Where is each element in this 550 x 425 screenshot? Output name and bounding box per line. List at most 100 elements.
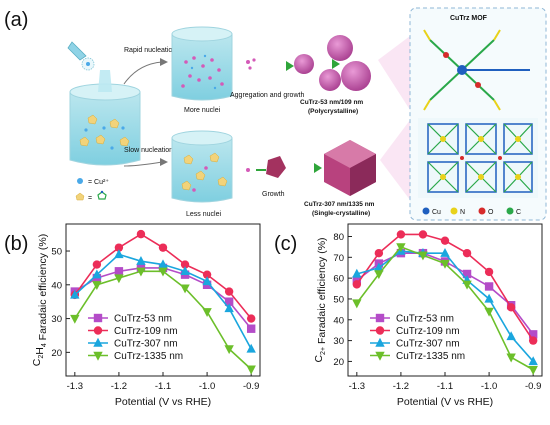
- route-fast-arrowhead: [160, 58, 168, 66]
- product-slow-label: CuTrz-307 nm/1335 nm: [304, 201, 375, 208]
- data-point: [528, 336, 538, 345]
- data-point: [506, 303, 516, 312]
- route-slow-line: [123, 161, 163, 167]
- x-axis-label: Potential (V vs RHE): [397, 396, 493, 408]
- small-nuclei-cluster-icon: [246, 58, 256, 70]
- data-point: [92, 269, 102, 279]
- y-axis-label-subscript: 2: [38, 355, 45, 359]
- growth-label: Growth: [262, 191, 285, 198]
- data-point: [224, 345, 234, 355]
- growth-arrowhead-upper-2: [332, 59, 340, 69]
- x-tick-label: -1.2: [111, 381, 127, 392]
- y-axis-label: C2H4 Faradaic efficiency (%): [31, 234, 49, 367]
- element-legend: Cu N O C: [422, 207, 521, 216]
- legend-label: CuTrz-53 nm: [396, 314, 454, 325]
- y-tick-label: 20: [333, 357, 344, 368]
- data-point: [92, 281, 102, 290]
- data-point: [180, 284, 190, 294]
- single-crystal-icon: [324, 140, 376, 196]
- legend-cu-ion: = Cu²⁺: [77, 178, 109, 186]
- panel-label: (c): [274, 233, 297, 255]
- element-legend-dot: [422, 207, 430, 215]
- growth-arrowhead-upper: [286, 61, 294, 71]
- growth-arrowhead-lower: [314, 163, 322, 173]
- legend-label: CuTrz-109 nm: [396, 326, 460, 337]
- data-point: [440, 236, 450, 245]
- y-tick-label: 40: [333, 315, 344, 326]
- data-point: [528, 330, 538, 339]
- data-point: [374, 270, 384, 280]
- element-legend-dot: [478, 207, 486, 215]
- element-legend-label: C: [516, 209, 521, 216]
- legend-label: CuTrz-109 nm: [114, 326, 178, 337]
- data-point: [418, 251, 428, 261]
- legend-label: CuTrz-1335 nm: [396, 351, 465, 362]
- legend-marker: [93, 337, 103, 347]
- data-point: [246, 314, 256, 323]
- zoom-cone-upper: [378, 36, 410, 110]
- x-tick-label: -1.0: [199, 381, 215, 392]
- y-tick-label: 50: [51, 247, 62, 258]
- legend-marker: [375, 337, 385, 347]
- polycrystal-small-icon: [294, 54, 314, 74]
- y-tick-label: 60: [333, 274, 344, 285]
- data-point: [246, 343, 256, 353]
- data-point: [352, 299, 362, 309]
- data-point: [352, 280, 362, 289]
- beaker-less-nuclei-icon: [171, 130, 233, 203]
- x-tick-label: -0.9: [525, 381, 541, 392]
- data-point: [180, 260, 190, 269]
- data-point: [136, 267, 146, 277]
- legend-marker: [93, 313, 103, 323]
- y-tick-label: 80: [333, 232, 344, 243]
- data-point: [114, 267, 124, 276]
- chart-panel-c: (c) -1.3 -1.2 -1.1 -1.0 -0.9 20 30 40 50 60 70 80 Pot…: [274, 223, 543, 408]
- data-point: [114, 243, 124, 252]
- data-point: [136, 255, 146, 265]
- y-tick-label: 50: [333, 294, 344, 305]
- data-point: [202, 308, 212, 318]
- beaker-initial-icon: [69, 70, 141, 166]
- x-axis-label: Potential (V vs RHE): [115, 396, 211, 408]
- mof-framework-icon: [418, 118, 538, 198]
- panel-a-label: (a): [4, 9, 28, 31]
- data-point: [224, 297, 234, 306]
- element-legend-dot: [450, 207, 458, 215]
- panel-a-schematic: (a) = Cu²⁺ =: [4, 7, 547, 221]
- beaker-more-nuclei-icon: [171, 26, 233, 101]
- data-point: [440, 259, 450, 269]
- more-nuclei-label: More nuclei: [184, 107, 221, 114]
- data-point: [396, 243, 406, 253]
- data-point: [484, 293, 494, 303]
- y-axis-label-subscript: 2+: [320, 347, 327, 355]
- data-point: [462, 269, 472, 279]
- data-point: [202, 270, 212, 279]
- legend-trz-ligand: =: [75, 190, 107, 202]
- data-point: [396, 230, 406, 239]
- x-tick-label: -1.1: [437, 381, 453, 392]
- mof-title: CuTrz MOF: [450, 15, 488, 22]
- legend-cu-label: = Cu²⁺: [88, 179, 109, 186]
- x-tick-label: -0.9: [243, 381, 259, 392]
- legend-label: CuTrz-1335 nm: [114, 351, 183, 362]
- data-point: [158, 243, 168, 252]
- element-legend-label: O: [488, 209, 494, 216]
- single-nucleus-icon: [246, 168, 250, 172]
- legend-marker: [375, 313, 385, 323]
- data-point: [224, 303, 234, 313]
- data-point: [374, 248, 384, 258]
- legend-marker: [93, 351, 103, 361]
- data-point: [484, 307, 494, 317]
- data-point: [528, 356, 538, 366]
- dropper-icon: [67, 41, 95, 71]
- y-axis-label-part: H: [34, 347, 46, 355]
- data-point: [484, 282, 494, 291]
- legend-label: CuTrz-53 nm: [114, 314, 172, 325]
- product-fast-label: CuTrz-53 nm/109 nm: [300, 99, 363, 106]
- data-point: [246, 365, 256, 375]
- data-point: [158, 259, 168, 269]
- data-point: [352, 268, 362, 278]
- data-point: [418, 230, 428, 239]
- x-tick-label: -1.0: [481, 381, 497, 392]
- product-fast-sub-label: (Polycrystalline): [308, 108, 358, 115]
